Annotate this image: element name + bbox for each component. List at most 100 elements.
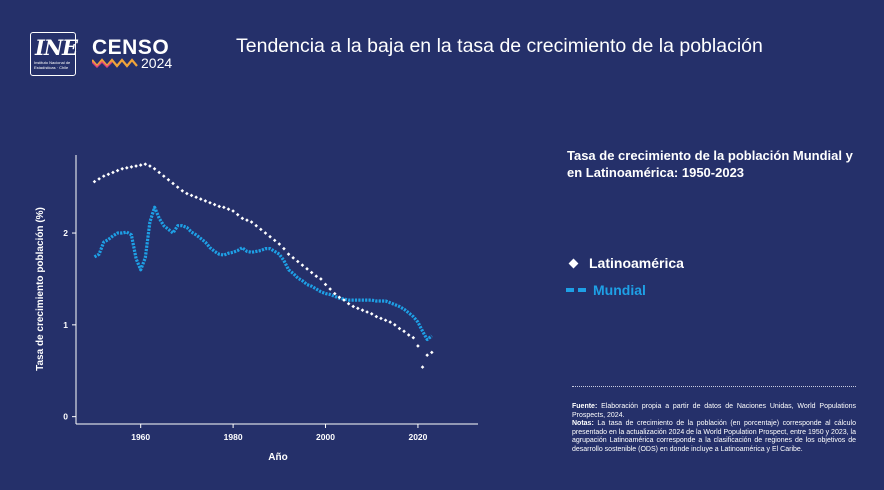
x-tick-label: 1960 [131, 432, 150, 442]
data-point-latinoamerica [300, 263, 305, 267]
y-tick-label: 1 [63, 320, 68, 330]
data-point-latinoamerica [356, 306, 360, 311]
data-point-latinoamerica [152, 166, 157, 171]
x-tick-label: 1980 [224, 432, 243, 442]
data-point-latinoamerica [101, 174, 106, 178]
data-point-latinoamerica [171, 181, 175, 186]
censo-logo-year: 2024 [141, 55, 173, 71]
data-point-latinoamerica [393, 323, 397, 327]
data-point-latinoamerica [337, 295, 342, 300]
fuente-text: Elaboración propia a partir de datos de … [572, 403, 856, 419]
data-point-latinoamerica [374, 314, 379, 319]
data-point-latinoamerica [263, 231, 268, 235]
data-point-latinoamerica [198, 197, 203, 201]
notas-text: La tasa de crecimiento de la población (… [572, 420, 856, 453]
x-ticks: 1960 1980 2000 2020 [131, 424, 428, 442]
legend-dash-icon [578, 288, 586, 293]
data-point-latinoamerica [249, 220, 254, 224]
legend-label-mundial: Mundial [593, 282, 646, 298]
data-point-latinoamerica [314, 274, 319, 278]
data-point-latinoamerica [351, 304, 356, 309]
data-point-latinoamerica [291, 256, 295, 260]
data-point-latinoamerica [143, 162, 148, 166]
data-point-latinoamerica [425, 353, 429, 357]
legend-label-latinoamerica: Latinoamérica [589, 255, 684, 271]
data-point-latinoamerica [416, 344, 420, 348]
data-point-latinoamerica [111, 170, 115, 175]
data-point-latinoamerica [388, 320, 393, 324]
censo-logo-wave-icon [92, 58, 138, 68]
x-tick-label: 2020 [408, 432, 427, 442]
data-point-latinoamerica [332, 291, 337, 296]
data-point-latinoamerica [277, 242, 282, 246]
legend-item-latinoamerica: Latinoamérica [566, 254, 684, 272]
data-point-latinoamerica [125, 166, 129, 170]
data-point-latinoamerica [194, 195, 198, 200]
ine-logo-mark: INE [35, 35, 78, 60]
data-point-latinoamerica [157, 170, 161, 175]
data-point-latinoamerica [379, 316, 383, 321]
data-point-latinoamerica [161, 174, 166, 178]
data-point-latinoamerica [295, 259, 300, 264]
data-point-latinoamerica [235, 212, 240, 217]
data-point-latinoamerica [148, 164, 152, 168]
x-tick-label: 2000 [316, 432, 335, 442]
data-point-latinoamerica [212, 202, 217, 207]
data-point-latinoamerica [397, 326, 402, 331]
page-title: Tendencia a la baja en la tasa de crecim… [236, 35, 763, 57]
data-point-latinoamerica [226, 207, 231, 211]
data-point-latinoamerica [180, 189, 185, 193]
ine-logo: INE Instituto Nacional de Estadísticas ·… [30, 32, 78, 76]
data-point-latinoamerica [217, 204, 222, 209]
data-point-latinoamerica [106, 172, 111, 177]
notas-label: Notas: [572, 420, 594, 428]
notes-divider [572, 386, 856, 387]
data-point-latinoamerica [411, 335, 416, 340]
data-point-latinoamerica [120, 166, 125, 171]
censo-logo-text: CENSO [92, 36, 170, 59]
data-point-latinoamerica [222, 205, 226, 210]
data-point-latinoamerica [115, 168, 120, 173]
data-point-latinoamerica [97, 177, 101, 181]
data-point-latinoamerica [286, 252, 291, 256]
data-point-latinoamerica [134, 164, 138, 168]
data-point-latinoamerica [185, 191, 189, 196]
data-point-latinoamerica [254, 223, 259, 228]
data-point-latinoamerica [369, 312, 374, 316]
data-point-latinoamerica [208, 200, 212, 205]
data-point-latinoamerica [420, 365, 425, 369]
data-point-latinoamerica [305, 267, 309, 271]
series-latinoamerica [92, 162, 434, 369]
legend-dash-icon [566, 288, 574, 293]
fuente-label: Fuente: [572, 403, 598, 410]
data-point-latinoamerica [360, 308, 365, 312]
data-point-latinoamerica [138, 163, 143, 167]
y-axis-label: Tasa de crecimiento población (%) [35, 207, 46, 371]
data-point-latinoamerica [240, 216, 245, 221]
data-point-latinoamerica [189, 193, 194, 198]
data-point-latinoamerica [323, 282, 328, 287]
data-point-latinoamerica [383, 318, 388, 323]
legend-diamond-icon [568, 258, 579, 269]
y-tick-label: 2 [63, 228, 68, 238]
data-point-latinoamerica [282, 246, 286, 251]
data-point-latinoamerica [406, 333, 411, 337]
data-point-latinoamerica [346, 301, 351, 306]
ine-logo-subtext: Instituto Nacional de Estadísticas · Chi… [34, 60, 71, 70]
data-point-latinoamerica [328, 287, 332, 291]
data-point-latinoamerica [92, 179, 97, 184]
notes-block: Fuente: Elaboración propia a partir de d… [572, 403, 856, 455]
data-point-latinoamerica [309, 270, 314, 275]
y-tick-label: 0 [63, 412, 68, 422]
legend-item-mundial: Mundial [566, 281, 646, 299]
data-point-latinoamerica [245, 218, 249, 222]
data-point-latinoamerica [268, 234, 272, 239]
data-point-latinoamerica [402, 329, 406, 334]
data-point-latinoamerica [166, 177, 171, 182]
data-point-latinoamerica [319, 277, 323, 281]
series-line-mundial [93, 205, 433, 342]
data-point-latinoamerica [429, 350, 434, 355]
data-point-latinoamerica [231, 209, 235, 213]
y-ticks: 0 1 2 [63, 228, 76, 422]
